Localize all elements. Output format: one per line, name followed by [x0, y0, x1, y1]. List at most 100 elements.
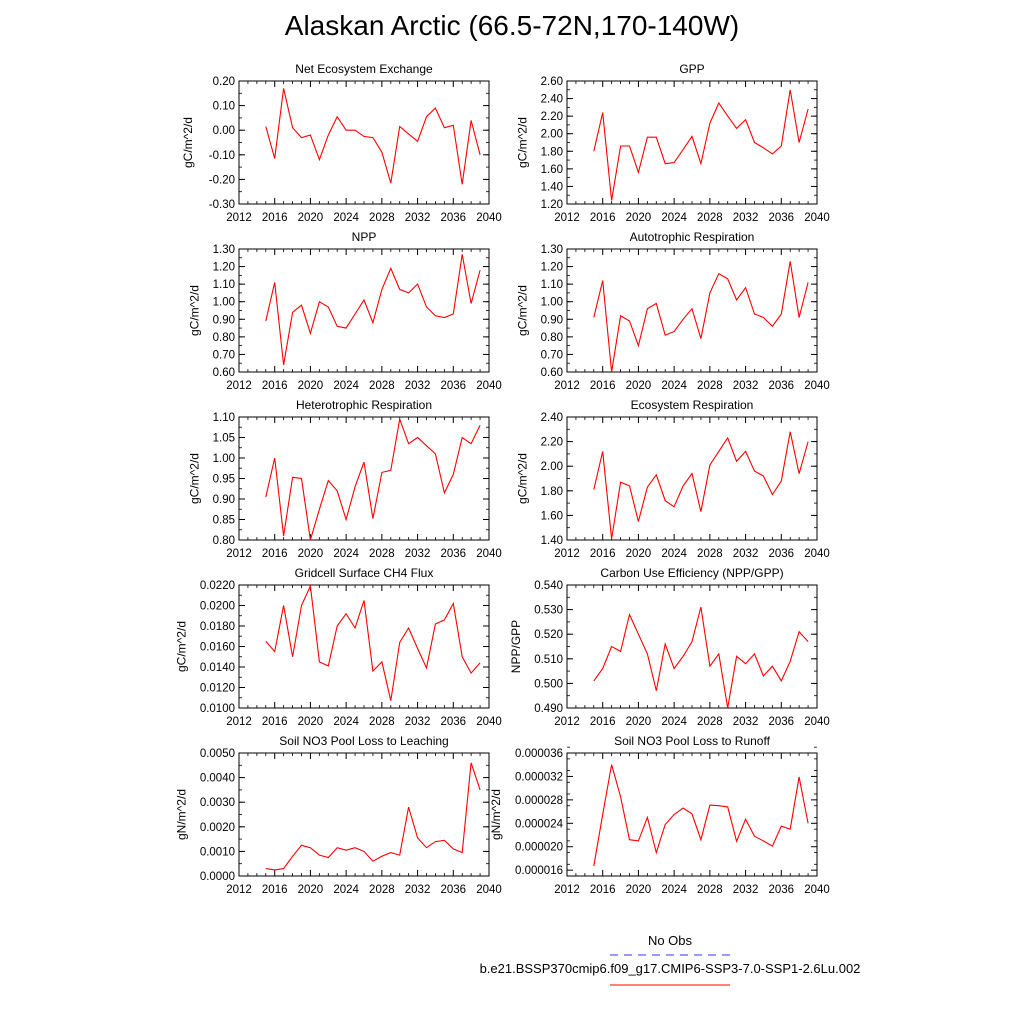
y-tick-label: 0.85 — [213, 515, 235, 527]
plot-frame — [566, 80, 818, 205]
series-line — [593, 764, 809, 867]
y-tick-label: 1.20 — [541, 262, 563, 274]
y-axis-label: NPP/GPP — [509, 620, 523, 673]
x-tick-label: 2040 — [476, 884, 502, 896]
y-tick-label: 1.80 — [541, 146, 563, 158]
series-line — [593, 89, 809, 201]
x-tick-label: 2032 — [733, 212, 759, 224]
x-tick-label: 2040 — [476, 212, 502, 224]
x-tick-label: 2024 — [661, 716, 687, 728]
y-tick-label: 0.0220 — [200, 580, 235, 592]
y-tick-label: 0.90 — [541, 314, 563, 326]
x-tick-label: 2036 — [768, 716, 794, 728]
x-tick-label: 2036 — [768, 548, 794, 560]
y-tick-label: 1.30 — [213, 244, 235, 256]
x-tick-label: 2028 — [369, 380, 395, 392]
y-tick-label: 0.60 — [213, 367, 235, 379]
y-tick-label: 1.20 — [213, 262, 235, 274]
x-tick-label: 2036 — [440, 884, 466, 896]
x-tick-label: 2024 — [333, 716, 359, 728]
x-tick-label: 2024 — [661, 548, 687, 560]
x-tick-label: 2012 — [554, 548, 580, 560]
x-tick-label: 2020 — [298, 716, 324, 728]
y-tick-label: 1.05 — [213, 433, 235, 445]
x-tick-label: 2012 — [554, 212, 580, 224]
panel-title: Carbon Use Efficiency (NPP/GPP) — [600, 566, 783, 580]
series-line — [265, 254, 481, 366]
y-tick-label: 0.90 — [213, 314, 235, 326]
y-tick-label: 0.510 — [534, 654, 563, 666]
x-tick-label: 2036 — [440, 380, 466, 392]
series-line — [265, 416, 481, 541]
x-tick-label: 2028 — [697, 380, 723, 392]
y-axis-label: gN/m^2/d — [489, 789, 503, 840]
panel-3: 2012 2016 2020 2024 2028 2032 2036 2040 0.60 0.70… — [188, 230, 502, 392]
x-tick-label: 2016 — [590, 548, 616, 560]
y-tick-label: 1.00 — [541, 297, 563, 309]
series-line — [593, 606, 809, 709]
y-axis-label: gC/m^2/d — [188, 285, 202, 336]
legend-obs-label: No Obs — [648, 933, 693, 948]
x-tick-label: 2012 — [554, 380, 580, 392]
y-axis-label: gC/m^2/d — [516, 285, 530, 336]
x-tick-label: 2036 — [440, 716, 466, 728]
y-axis-label: gC/m^2/d — [188, 453, 202, 504]
x-tick-label: 2016 — [262, 548, 288, 560]
x-tick-label: 2012 — [554, 884, 580, 896]
x-tick-label: 2040 — [476, 716, 502, 728]
x-tick-label: 2020 — [298, 548, 324, 560]
x-tick-label: 2028 — [369, 884, 395, 896]
x-tick-label: 2016 — [590, 716, 616, 728]
x-tick-label: 2032 — [733, 380, 759, 392]
x-tick-label: 2040 — [804, 884, 830, 896]
panel-title: Soil NO3 Pool Loss to Leaching — [279, 734, 448, 748]
y-tick-label: 2.20 — [541, 437, 563, 449]
y-tick-label: 0.490 — [534, 703, 563, 715]
y-tick-label: 0.20 — [213, 76, 235, 88]
x-tick-label: 2024 — [333, 380, 359, 392]
y-tick-label: 0.80 — [541, 332, 563, 344]
y-tick-label: -0.30 — [209, 199, 235, 211]
y-tick-label: 0.90 — [213, 494, 235, 506]
y-tick-label: 0.000032 — [515, 771, 563, 783]
x-tick-label: 2032 — [405, 884, 431, 896]
x-tick-label: 2028 — [369, 548, 395, 560]
x-tick-label: 2016 — [590, 884, 616, 896]
y-axis-label: gC/m^2/d — [516, 453, 530, 504]
x-tick-label: 2032 — [733, 884, 759, 896]
legend: No Obs b.e21.BSSP370cmip6.f09_g17.CMIP6-S… — [480, 933, 861, 986]
x-tick-label: 2024 — [661, 212, 687, 224]
panel-title: Gridcell Surface CH4 Flux — [295, 566, 434, 580]
x-tick-label: 2020 — [626, 548, 652, 560]
legend-model-label: b.e21.BSSP370cmip6.f09_g17.CMIP6-SSP3-7.… — [480, 961, 861, 976]
y-tick-label: 0.000024 — [515, 818, 564, 830]
main-title: Alaskan Arctic (66.5-72N,170-140W) — [284, 10, 740, 41]
x-tick-label: 2036 — [440, 212, 466, 224]
x-tick-label: 2028 — [369, 212, 395, 224]
x-tick-label: 2024 — [333, 212, 359, 224]
x-tick-label: 2036 — [768, 380, 794, 392]
y-tick-label: 1.60 — [541, 164, 563, 176]
y-tick-label: -0.20 — [209, 174, 235, 186]
y-axis-label: gC/m^2/d — [516, 117, 530, 168]
x-tick-label: 2020 — [626, 716, 652, 728]
y-tick-label: 0.540 — [534, 580, 563, 592]
y-tick-label: -0.10 — [209, 150, 235, 162]
y-tick-label: 0.70 — [541, 349, 563, 361]
y-tick-label: 0.530 — [534, 605, 563, 617]
x-tick-label: 2040 — [476, 548, 502, 560]
y-tick-label: 0.0100 — [200, 703, 235, 715]
series-line — [593, 431, 809, 539]
series-line — [265, 762, 481, 871]
x-tick-label: 2024 — [661, 380, 687, 392]
y-tick-label: 0.0160 — [200, 642, 235, 654]
x-tick-label: 2036 — [768, 884, 794, 896]
x-tick-label: 2012 — [226, 548, 252, 560]
y-tick-label: 1.40 — [541, 181, 563, 193]
y-tick-label: 0.0200 — [200, 601, 235, 613]
y-tick-label: 1.80 — [541, 486, 563, 498]
x-tick-label: 2020 — [298, 380, 324, 392]
plot-frame — [238, 248, 490, 373]
y-tick-label: 0.0050 — [200, 748, 235, 760]
